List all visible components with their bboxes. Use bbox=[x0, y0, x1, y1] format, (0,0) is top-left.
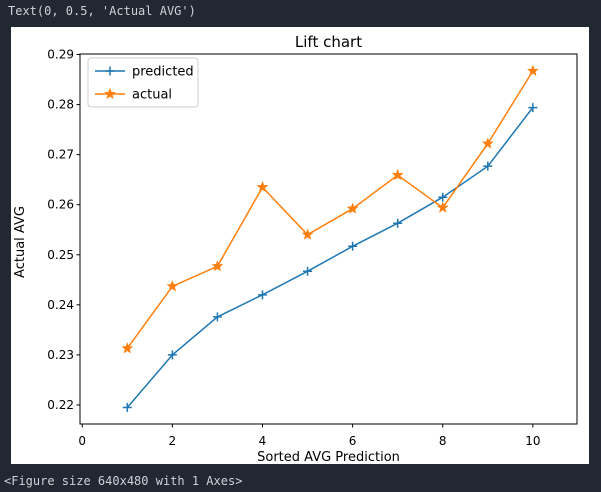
predicted-line bbox=[126, 107, 534, 408]
predicted-marker bbox=[122, 402, 132, 412]
chart-title: Lift chart bbox=[295, 33, 362, 51]
y-tick-label: 0.26 bbox=[47, 198, 74, 212]
actual-marker bbox=[121, 342, 134, 354]
y-tick-label: 0.22 bbox=[47, 398, 74, 412]
legend: predicted actual bbox=[87, 57, 199, 108]
x-tick-label: 4 bbox=[259, 434, 267, 448]
predicted-marker bbox=[212, 312, 222, 322]
x-tick-label: 0 bbox=[78, 434, 86, 448]
x-tick-label: 2 bbox=[169, 434, 177, 448]
actual-marker bbox=[346, 202, 359, 214]
predicted-marker bbox=[483, 161, 493, 171]
predicted-marker bbox=[393, 218, 403, 228]
y-tick-label: 0.23 bbox=[47, 348, 74, 362]
x-tick-label: 8 bbox=[439, 434, 447, 448]
legend-label: actual bbox=[132, 88, 172, 103]
y-tick-label: 0.27 bbox=[47, 148, 74, 162]
legend-label: predicted bbox=[132, 65, 194, 80]
actual-line bbox=[126, 70, 534, 349]
predicted-marker bbox=[528, 103, 538, 113]
predicted-marker bbox=[303, 266, 313, 276]
series-actual bbox=[121, 64, 539, 354]
y-tick-label: 0.29 bbox=[47, 48, 74, 62]
actual-marker bbox=[391, 168, 404, 181]
console-output-top: Text(0, 0.5, 'Actual AVG') bbox=[8, 4, 196, 18]
matplotlib-figure: 0 2 4 6 8 10 0.22 0.23 0.24 0.25 0.26 0.27 0.28 0.29 L… bbox=[11, 27, 589, 465]
x-axis-label: Sorted AVG Prediction bbox=[257, 450, 400, 464]
series-predicted bbox=[122, 103, 538, 412]
actual-marker bbox=[436, 201, 449, 213]
y-axis-label: Actual AVG bbox=[13, 206, 28, 278]
y-tick-label: 0.28 bbox=[47, 98, 74, 112]
predicted-marker bbox=[167, 350, 177, 360]
actual-marker bbox=[481, 137, 494, 149]
y-tick-label: 0.25 bbox=[47, 248, 74, 262]
predicted-marker bbox=[438, 192, 448, 202]
actual-marker bbox=[526, 64, 539, 77]
console-output-bottom: <Figure size 640x480 with 1 Axes> bbox=[4, 474, 243, 488]
actual-marker bbox=[256, 180, 269, 193]
predicted-marker bbox=[348, 241, 358, 251]
plot-border bbox=[79, 53, 578, 425]
actual-marker bbox=[166, 279, 179, 292]
y-tick-label: 0.24 bbox=[47, 298, 74, 312]
actual-marker bbox=[211, 259, 224, 272]
x-tick-label: 10 bbox=[525, 434, 540, 448]
predicted-marker bbox=[257, 290, 267, 300]
legend-plus-marker-icon bbox=[105, 66, 115, 76]
actual-marker bbox=[301, 228, 314, 240]
legend-star-marker-icon bbox=[103, 87, 117, 100]
x-tick-label: 6 bbox=[349, 434, 357, 448]
lift-chart: 0 2 4 6 8 10 0.22 0.23 0.24 0.25 0.26 0.27 0.28 0.29 L… bbox=[13, 33, 578, 465]
